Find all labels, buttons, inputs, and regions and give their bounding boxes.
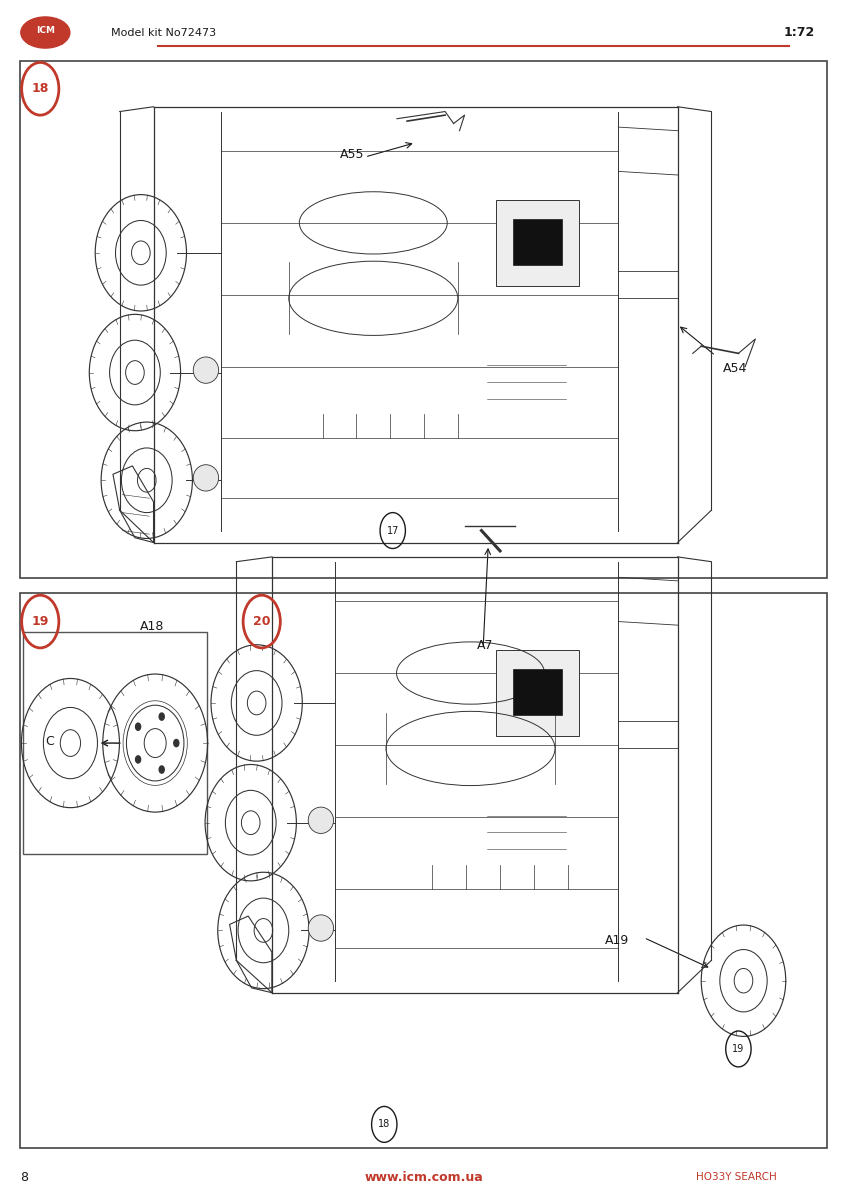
Text: A54: A54: [722, 362, 747, 376]
Text: A7: A7: [477, 638, 493, 652]
FancyBboxPatch shape: [513, 670, 561, 715]
Text: 19: 19: [31, 616, 49, 628]
Text: A55: A55: [340, 148, 365, 161]
Ellipse shape: [193, 464, 219, 491]
Ellipse shape: [21, 17, 70, 48]
Text: A18: A18: [140, 620, 164, 632]
Circle shape: [136, 724, 141, 731]
Text: 1:72: 1:72: [784, 26, 814, 40]
Text: Make it the best: Make it the best: [28, 42, 63, 47]
FancyBboxPatch shape: [496, 650, 578, 737]
Text: ICM: ICM: [36, 25, 55, 35]
Ellipse shape: [193, 356, 219, 383]
Text: A19: A19: [605, 934, 629, 947]
Circle shape: [159, 766, 165, 773]
FancyBboxPatch shape: [20, 593, 827, 1148]
FancyBboxPatch shape: [513, 220, 561, 265]
Text: 18: 18: [378, 1120, 390, 1129]
Circle shape: [136, 756, 141, 763]
FancyBboxPatch shape: [20, 61, 827, 578]
FancyBboxPatch shape: [496, 200, 578, 287]
Text: Model kit No72473: Model kit No72473: [111, 28, 216, 37]
Text: www.icm.com.ua: www.icm.com.ua: [365, 1170, 483, 1183]
Text: 17: 17: [387, 526, 399, 535]
Text: 20: 20: [253, 616, 271, 628]
Text: 8: 8: [20, 1170, 28, 1183]
Ellipse shape: [308, 914, 333, 941]
Circle shape: [159, 713, 165, 720]
Circle shape: [174, 739, 179, 746]
Text: 18: 18: [31, 83, 49, 95]
FancyBboxPatch shape: [23, 632, 207, 854]
Text: C: C: [45, 734, 54, 748]
Text: 19: 19: [733, 1044, 745, 1054]
Text: HO33Y SEARCH: HO33Y SEARCH: [696, 1172, 777, 1182]
Ellipse shape: [308, 808, 333, 834]
